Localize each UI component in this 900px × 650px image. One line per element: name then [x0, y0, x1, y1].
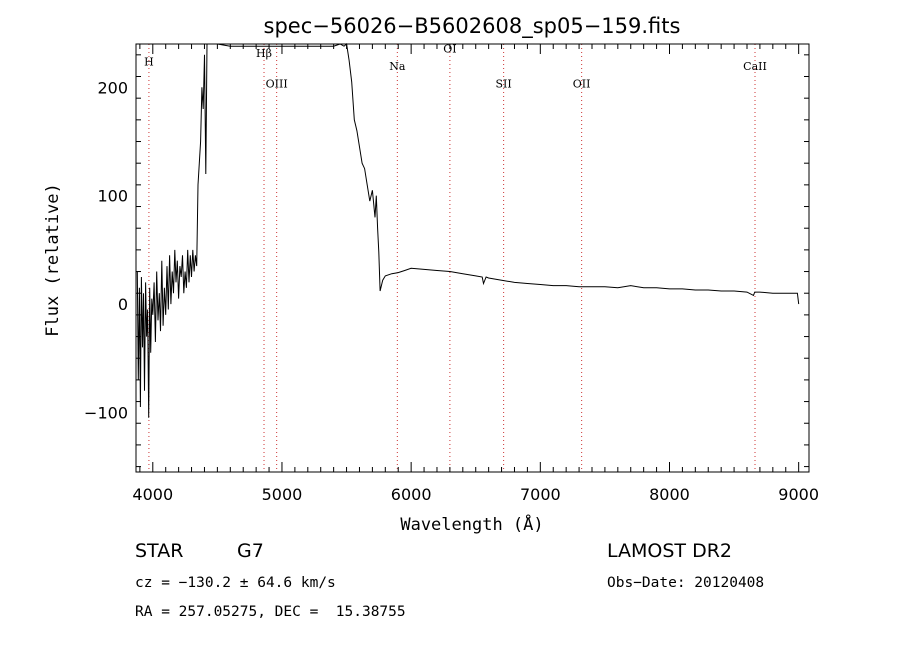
x-axis-label: Wavelength (Å): [400, 513, 543, 535]
redshift-cz: cz = −130.2 ± 64.6 km/s: [135, 575, 336, 591]
y-tick-label: 100: [97, 187, 128, 206]
chart-title: spec−56026−B5602608_sp05−159.fits: [264, 14, 681, 39]
y-tick-label: 0: [118, 295, 128, 314]
spectral-line-label: OI: [443, 43, 456, 56]
x-tick-label: 7000: [520, 485, 561, 504]
object-subclass: G7: [237, 540, 264, 562]
object-class: STAR: [135, 540, 184, 562]
x-tick-label: 8000: [649, 485, 690, 504]
axis-ticks: 4000 5000 6000 7000 8000 9000 −100 0 100 200: [84, 44, 819, 504]
spectral-line-label: OIII: [266, 77, 288, 90]
x-tick-label: 9000: [778, 485, 819, 504]
plot-area: [136, 43, 800, 418]
survey-name: LAMOST DR2: [607, 540, 732, 562]
observation-date: Obs−Date: 20120408: [607, 575, 765, 591]
y-tick-label: −100: [84, 403, 128, 422]
spectral-line-label: Hβ: [256, 47, 272, 60]
spectrum-series-line: [136, 43, 800, 418]
y-axis-label: Flux (relative): [43, 183, 63, 337]
plot-frame: [135, 43, 810, 473]
x-tick-label: 4000: [132, 485, 173, 504]
spectral-line-label: SII: [496, 77, 512, 90]
spectral-line-label: H: [144, 56, 154, 69]
coordinates: RA = 257.05275, DEC = 15.38755: [135, 604, 406, 620]
spectral-line-label: Na: [389, 60, 406, 73]
spectral-line-markers: H Hβ OIII Na OI SII OII CaII: [144, 43, 767, 472]
y-tick-label: 200: [97, 78, 128, 97]
spectral-line-label: OII: [573, 77, 591, 90]
spectral-line-label: CaII: [743, 60, 767, 73]
x-tick-label: 6000: [391, 485, 432, 504]
x-tick-label: 5000: [262, 485, 303, 504]
